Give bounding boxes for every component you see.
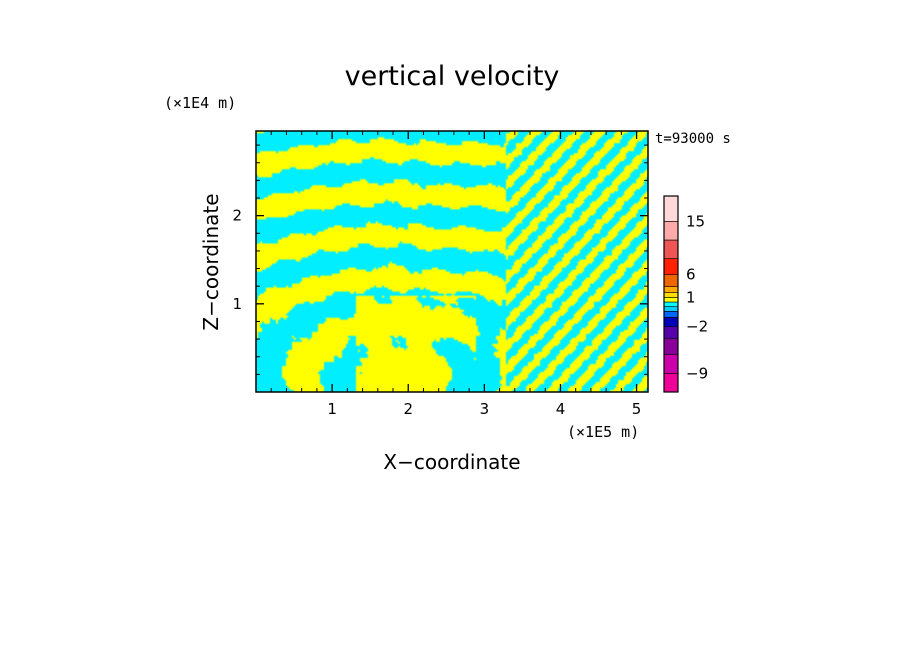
y-tick-label: 1 xyxy=(232,295,242,313)
x-tick-label: 2 xyxy=(403,400,413,418)
chart-title: vertical velocity xyxy=(345,61,560,92)
colorbar-segment xyxy=(663,301,679,307)
colorbar-segment xyxy=(663,286,679,293)
x-axis: 1 2 3 4 5 xyxy=(270,131,642,418)
plot-frame xyxy=(255,130,649,393)
colorbar-segment xyxy=(663,195,679,222)
x-tick-label: 4 xyxy=(556,400,566,418)
x-tick-label: 5 xyxy=(632,400,642,418)
colorbar-segment xyxy=(663,258,679,275)
time-label: t=93000 s xyxy=(655,131,731,147)
y-axis-label: Z−coordinate xyxy=(199,193,223,330)
x-axis-label: X−coordinate xyxy=(383,450,520,474)
y-unit-label: (×1E4 m) xyxy=(164,94,236,112)
colorbar-segment xyxy=(663,292,679,298)
colorbar-segment xyxy=(663,311,679,318)
colorbar-segment xyxy=(663,239,679,259)
colorbar-tick-label: 6 xyxy=(686,266,696,284)
colorbar-tick-label: −2 xyxy=(686,318,708,336)
x-tick-label: 1 xyxy=(327,400,337,418)
colorbar-frame xyxy=(663,195,679,393)
colorbar-segment xyxy=(663,221,679,241)
colorbar-tick-label: 1 xyxy=(686,288,696,306)
colorbar-segment xyxy=(663,306,679,312)
colorbar-tick-label: 15 xyxy=(686,212,705,230)
colorbar-segment xyxy=(663,274,679,287)
colorbar-segment xyxy=(663,373,679,393)
colorbar-segment xyxy=(663,338,679,355)
colorbar-segment xyxy=(663,297,679,303)
colorbar-tick-label: −9 xyxy=(686,364,708,382)
x-tick-label: 3 xyxy=(480,400,490,418)
x-unit-label: (×1E5 m) xyxy=(567,423,639,441)
colorbar-segment xyxy=(663,326,679,339)
colorbar-segment xyxy=(663,354,679,374)
y-tick-label: 2 xyxy=(232,207,242,225)
colorbar: 15 6 1 −2 −9 xyxy=(663,195,708,393)
velocity-field xyxy=(256,131,648,392)
velocity-field-raster xyxy=(256,131,648,392)
colorbar-segment xyxy=(663,317,679,327)
y-axis: 12 xyxy=(232,144,648,375)
